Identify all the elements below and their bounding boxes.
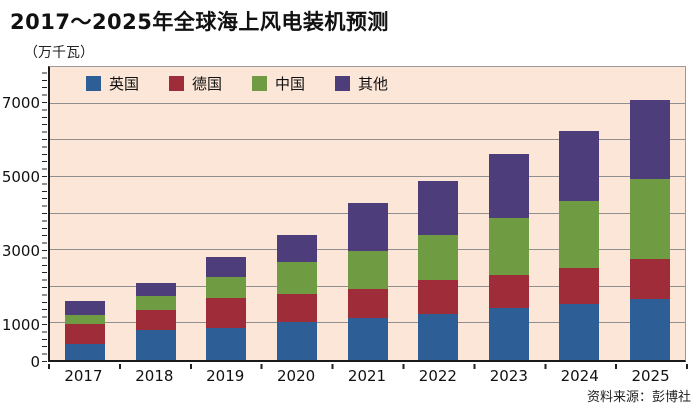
x-axis-ticks — [48, 364, 688, 369]
y-axis-label-0: 0 — [30, 353, 40, 371]
bar-segment-uk-2021 — [347, 317, 388, 360]
bar-segment-others-2021 — [347, 203, 388, 251]
bar-segment-germany-2025 — [629, 258, 670, 299]
bar-segment-china-2021 — [347, 250, 388, 289]
legend-item-others: 其他 — [335, 73, 388, 94]
bar-segment-others-2017 — [65, 300, 106, 316]
legend-item-germany: 德国 — [169, 73, 222, 94]
bar-segment-china-2025 — [629, 179, 670, 259]
bar-column-2021 — [332, 67, 403, 360]
x-axis-label-2017: 2017 — [64, 367, 103, 385]
bar-segment-uk-2017 — [65, 344, 106, 360]
y-axis-label-5000: 5000 — [1, 168, 40, 186]
legend-swatch-uk — [86, 76, 101, 91]
bar-segment-others-2018 — [135, 283, 176, 296]
bar-segment-china-2017 — [65, 315, 106, 325]
bar-segment-uk-2025 — [629, 298, 670, 360]
bar-column-2019 — [191, 67, 262, 360]
bar-column-2017 — [50, 67, 121, 360]
bar-segment-uk-2023 — [488, 307, 529, 360]
bar-segment-uk-2020 — [276, 322, 317, 360]
bar-segment-germany-2020 — [276, 294, 317, 323]
stacked-bar-2022 — [418, 67, 459, 360]
bar-segment-china-2018 — [135, 295, 176, 311]
bar-segment-others-2024 — [559, 131, 600, 201]
bar-segment-germany-2023 — [488, 275, 529, 308]
stacked-bar-2023 — [488, 67, 529, 360]
x-axis-label-2025: 2025 — [631, 367, 670, 385]
y-axis-minor-ticks — [42, 66, 47, 362]
y-axis-label-3000: 3000 — [1, 242, 40, 260]
bar-segment-uk-2024 — [559, 303, 600, 360]
x-axis-label-2022: 2022 — [418, 367, 457, 385]
legend: 英国 德国 中国 其他 — [86, 73, 388, 94]
bar-segment-china-2022 — [418, 235, 459, 280]
bar-column-2022 — [403, 67, 474, 360]
bar-columns — [50, 67, 685, 360]
legend-label-others: 其他 — [358, 75, 389, 93]
stacked-bar-2024 — [559, 67, 600, 360]
bar-column-2020 — [262, 67, 333, 360]
bar-segment-others-2019 — [206, 256, 247, 277]
bar-column-2023 — [473, 67, 544, 360]
plot-area: 英国 德国 中国 其他 — [48, 66, 686, 362]
bar-segment-others-2025 — [629, 99, 670, 180]
bar-segment-china-2020 — [276, 261, 317, 295]
bar-segment-others-2023 — [488, 154, 529, 219]
bar-segment-germany-2022 — [418, 279, 459, 314]
x-axis-label-2023: 2023 — [489, 367, 528, 385]
stacked-bar-2018 — [135, 67, 176, 360]
stacked-bar-2025 — [629, 67, 670, 360]
stacked-bar-2020 — [276, 67, 317, 360]
bar-column-2024 — [544, 67, 615, 360]
stacked-bar-2021 — [347, 67, 388, 360]
legend-label-germany: 德国 — [192, 75, 223, 93]
x-axis-label-2018: 2018 — [135, 367, 174, 385]
legend-swatch-china — [252, 76, 268, 91]
x-axis-label-2019: 2019 — [206, 367, 245, 385]
legend-item-uk: 英国 — [86, 73, 139, 94]
bar-segment-germany-2019 — [206, 298, 247, 328]
x-axis-label-2021: 2021 — [347, 367, 387, 385]
legend-swatch-germany — [169, 76, 185, 91]
legend-swatch-others — [335, 76, 351, 91]
legend-label-uk: 英国 — [109, 75, 140, 93]
bar-segment-germany-2024 — [559, 267, 600, 304]
legend-label-china: 中国 — [275, 75, 306, 93]
bar-column-2025 — [615, 67, 686, 360]
y-unit-label: （万千瓦） — [24, 45, 94, 61]
bar-segment-germany-2021 — [347, 288, 388, 318]
x-axis-label-2020: 2020 — [277, 367, 316, 385]
y-axis-label-7000: 7000 — [1, 94, 40, 112]
bar-segment-others-2020 — [276, 235, 317, 262]
bar-segment-germany-2017 — [65, 324, 106, 345]
x-axis-labels: 2017 2018 2019 2020 2021 2022 2023 2024 2025 — [48, 367, 686, 385]
bar-segment-uk-2018 — [135, 329, 176, 360]
source-label: 资料来源：彭博社 — [586, 390, 691, 405]
bar-column-2018 — [121, 67, 192, 360]
bar-segment-uk-2019 — [206, 327, 247, 360]
y-axis-labels: 0 1000 3000 5000 7000 — [0, 66, 40, 370]
bar-segment-china-2023 — [488, 218, 529, 276]
gridline-7000 — [50, 102, 685, 104]
y-axis-label-1000: 1000 — [1, 316, 40, 334]
gridline-6000 — [50, 139, 685, 141]
bar-segment-germany-2018 — [135, 310, 176, 330]
chart-title: 2017～2025年全球海上风电装机预测 — [10, 10, 389, 34]
bar-segment-china-2019 — [206, 276, 247, 299]
stacked-bar-2019 — [206, 67, 247, 360]
gridline-5000 — [50, 175, 685, 177]
bar-segment-others-2022 — [418, 180, 459, 236]
stacked-bar-2017 — [65, 67, 106, 360]
bar-segment-china-2024 — [559, 200, 600, 268]
legend-item-china: 中国 — [252, 73, 305, 94]
bar-segment-uk-2022 — [418, 313, 459, 360]
x-axis-label-2024: 2024 — [560, 367, 599, 385]
